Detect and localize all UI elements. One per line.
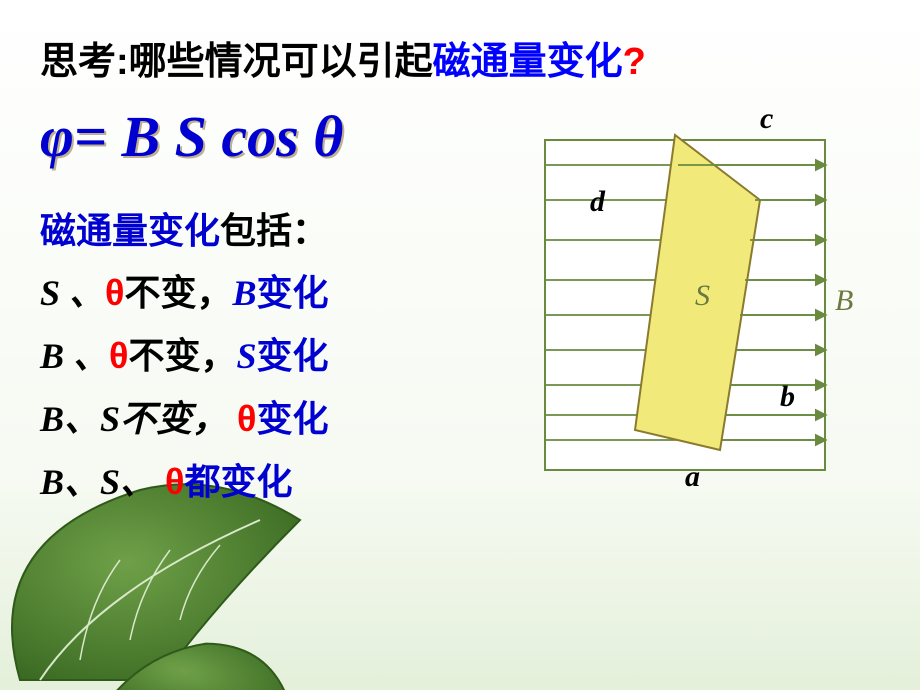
label-S: S bbox=[695, 279, 710, 312]
corner-d: d bbox=[590, 185, 605, 219]
diagram-svg: S B bbox=[500, 110, 860, 490]
flux-diagram: S B c d b a bbox=[500, 110, 860, 490]
corner-c: c bbox=[760, 102, 773, 136]
corner-a: a bbox=[685, 460, 700, 494]
heading-question-mark: ? bbox=[623, 41, 646, 83]
list-header-blue: 磁通量变化 bbox=[40, 210, 220, 251]
heading-highlight: 磁通量变化 bbox=[433, 41, 623, 83]
list-header-black: 包括： bbox=[220, 210, 328, 251]
heading-prefix: 思考:哪些情况可以引起 bbox=[40, 41, 433, 83]
label-B: B bbox=[835, 284, 853, 317]
corner-b: b bbox=[780, 380, 795, 414]
question-heading: 思考:哪些情况可以引起磁通量变化? bbox=[40, 30, 880, 85]
